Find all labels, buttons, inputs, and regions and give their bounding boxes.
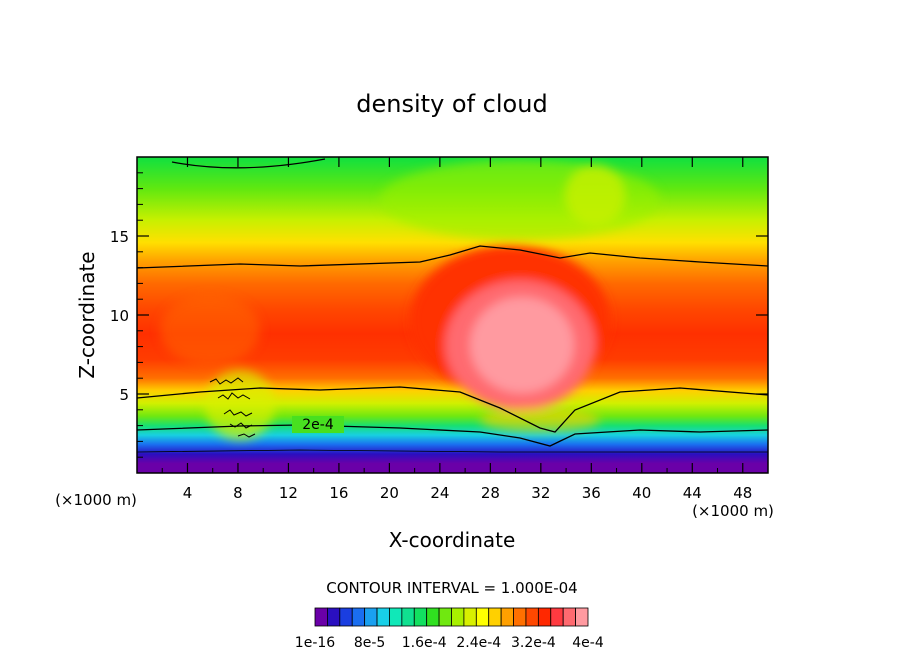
- x-tick-label: 32: [531, 484, 550, 502]
- colorbar-swatch: [550, 607, 564, 627]
- colorbar-swatch: [426, 607, 440, 627]
- y-axis-ticks: 5 10 15: [110, 172, 768, 458]
- contour-line-bottom: [137, 449, 768, 453]
- x-tick-label: 16: [329, 484, 348, 502]
- colorbar-swatch: [376, 607, 390, 627]
- colorbar-swatch: [488, 607, 502, 627]
- colorbar-swatch: [413, 607, 428, 627]
- field-blobs: [160, 160, 660, 440]
- noise-contours: [209, 377, 256, 438]
- colorbar-label: 3.2e-4: [511, 635, 556, 651]
- y-axis-unit: (×1000 m): [55, 491, 137, 509]
- y-axis-label: Z-coordinate: [75, 251, 99, 378]
- colorbar-swatch: [364, 607, 378, 627]
- x-tick-label: 40: [632, 484, 651, 502]
- contour-line-upper: [137, 245, 768, 269]
- colorbar-swatch: [327, 607, 341, 627]
- colorbar-label: 4e-4: [572, 635, 604, 651]
- colorbar-label: 1e-16: [295, 635, 335, 651]
- colorbar: [314, 607, 589, 627]
- colorbar-swatch: [562, 607, 576, 627]
- colorbar-swatch: [475, 607, 490, 627]
- x-tick-label: 24: [430, 484, 449, 502]
- colorbar-swatch: [351, 607, 366, 627]
- colorbar-label: 2.4e-4: [456, 635, 501, 651]
- x-tick-label: 44: [683, 484, 702, 502]
- colorbar-swatch: [401, 607, 415, 627]
- x-axis-label: X-coordinate: [389, 528, 516, 552]
- plot-field: [137, 157, 768, 473]
- x-tick-label: 12: [279, 484, 298, 502]
- x-tick-label: 8: [233, 484, 243, 502]
- colorbar-swatch: [438, 607, 452, 627]
- y-tick-label: 5: [119, 386, 129, 404]
- y-tick-label: 10: [110, 307, 129, 325]
- x-tick-label: 36: [582, 484, 601, 502]
- contour-interval-text: CONTOUR INTERVAL = 1.000E-04: [326, 579, 577, 597]
- x-tick-label: 28: [481, 484, 500, 502]
- colorbar-swatch: [500, 607, 514, 627]
- x-tick-label: 48: [733, 484, 752, 502]
- x-tick-label: 20: [380, 484, 399, 502]
- colorbar-swatch: [339, 607, 353, 627]
- colorbar-labels: 1e-16 8e-5 1.6e-4 2.4e-4 3.2e-4 4e-4: [295, 635, 604, 651]
- x-tick-label: 4: [183, 484, 193, 502]
- colorbar-swatch: [389, 607, 403, 627]
- y-tick-label: 15: [110, 228, 129, 246]
- contour-label: 2e-4: [302, 417, 334, 433]
- colorbar-swatch: [525, 607, 539, 627]
- colorbar-swatch: [314, 607, 328, 627]
- colorbar-swatch: [463, 607, 477, 627]
- contour-line-lower: [137, 424, 768, 447]
- colorbar-swatch: [451, 607, 465, 627]
- colorbar-swatch: [537, 607, 552, 627]
- colorbar-swatch: [575, 607, 589, 627]
- contour-label-bg: [292, 416, 344, 433]
- colorbar-label: 8e-5: [354, 635, 385, 651]
- colorbar-swatch: [513, 607, 527, 627]
- x-axis-ticks: 4 8 12 16 20 24 28 32 36 40 44 48: [161, 157, 752, 502]
- colorbar-label: 1.6e-4: [402, 635, 447, 651]
- chart-title: density of cloud: [356, 90, 547, 118]
- x-axis-unit: (×1000 m): [692, 502, 774, 520]
- contour-line-middle: [137, 386, 768, 433]
